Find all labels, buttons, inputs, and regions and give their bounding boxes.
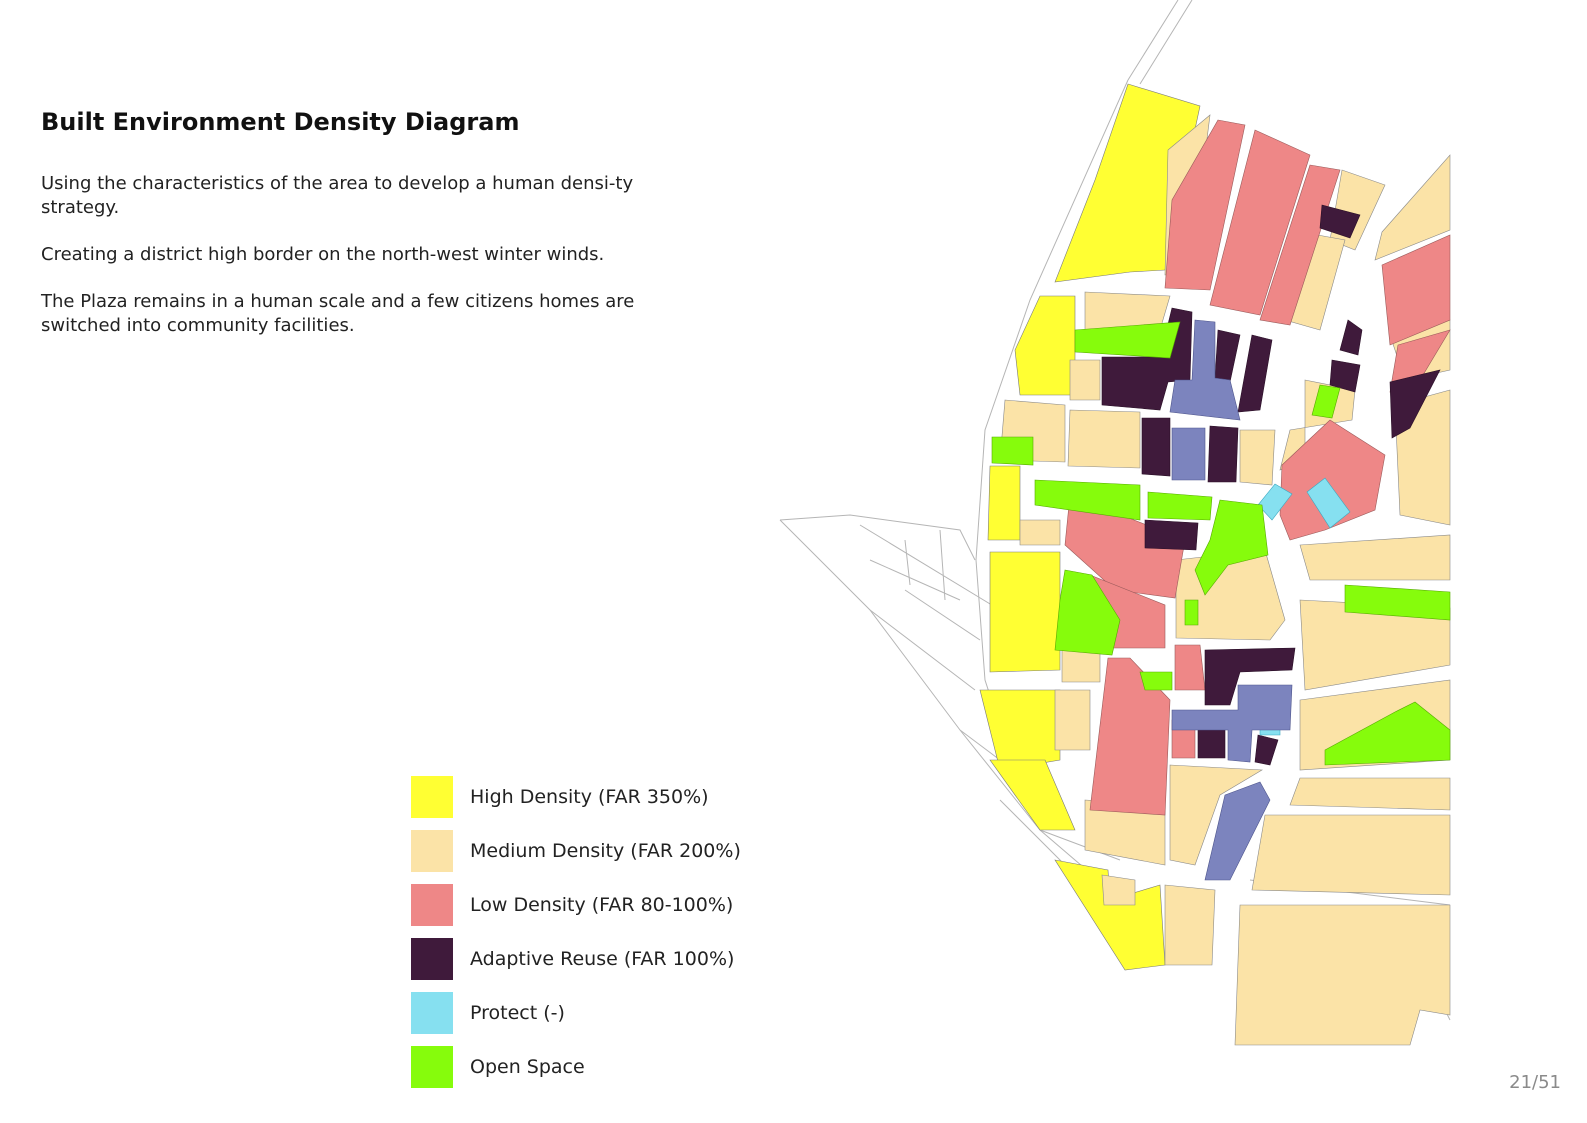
parcels-community-facilities <box>1169 319 1293 881</box>
context-lines <box>779 0 1451 1021</box>
legend-label-protect: Protect (-) <box>470 1002 565 1024</box>
page-title: Built Environment Density Diagram <box>41 108 520 136</box>
parcels-adaptive-reuse <box>1101 204 1441 766</box>
description-paragraph-2: Creating a district high border on the n… <box>41 244 605 265</box>
legend-swatch-high-density <box>411 776 453 818</box>
legend-label-adaptive-reuse: Adaptive Reuse (FAR 100%) <box>470 948 735 970</box>
description-paragraph-3: The Plaza remains in a human scale and a… <box>41 291 635 336</box>
legend: High Density (FAR 350%) Medium Density (… <box>411 776 741 1100</box>
legend-item-medium-density: Medium Density (FAR 200%) <box>411 830 741 872</box>
legend-item-low-density: Low Density (FAR 80-100%) <box>411 884 741 926</box>
legend-item-adaptive-reuse: Adaptive Reuse (FAR 100%) <box>411 938 741 980</box>
legend-swatch-open-space <box>411 1046 453 1088</box>
legend-swatch-protect <box>411 992 453 1034</box>
legend-swatch-low-density <box>411 884 453 926</box>
legend-item-protect: Protect (-) <box>411 992 741 1034</box>
legend-label-open-space: Open Space <box>470 1056 585 1078</box>
legend-label-medium-density: Medium Density (FAR 200%) <box>470 840 741 862</box>
description: Using the characteristics of the area to… <box>41 172 671 361</box>
page-number: 21/51 <box>1509 1072 1561 1093</box>
legend-swatch-medium-density <box>411 830 453 872</box>
legend-item-open-space: Open Space <box>411 1046 741 1088</box>
legend-label-low-density: Low Density (FAR 80-100%) <box>470 894 734 916</box>
description-paragraph-1: Using the characteristics of the area to… <box>41 173 634 218</box>
legend-label-high-density: High Density (FAR 350%) <box>470 786 709 808</box>
parcels-low-density <box>1064 119 1451 816</box>
legend-item-high-density: High Density (FAR 350%) <box>411 776 741 818</box>
parcels-high-density <box>979 83 1201 971</box>
legend-swatch-adaptive-reuse <box>411 938 453 980</box>
parcels-open-space <box>991 321 1451 766</box>
